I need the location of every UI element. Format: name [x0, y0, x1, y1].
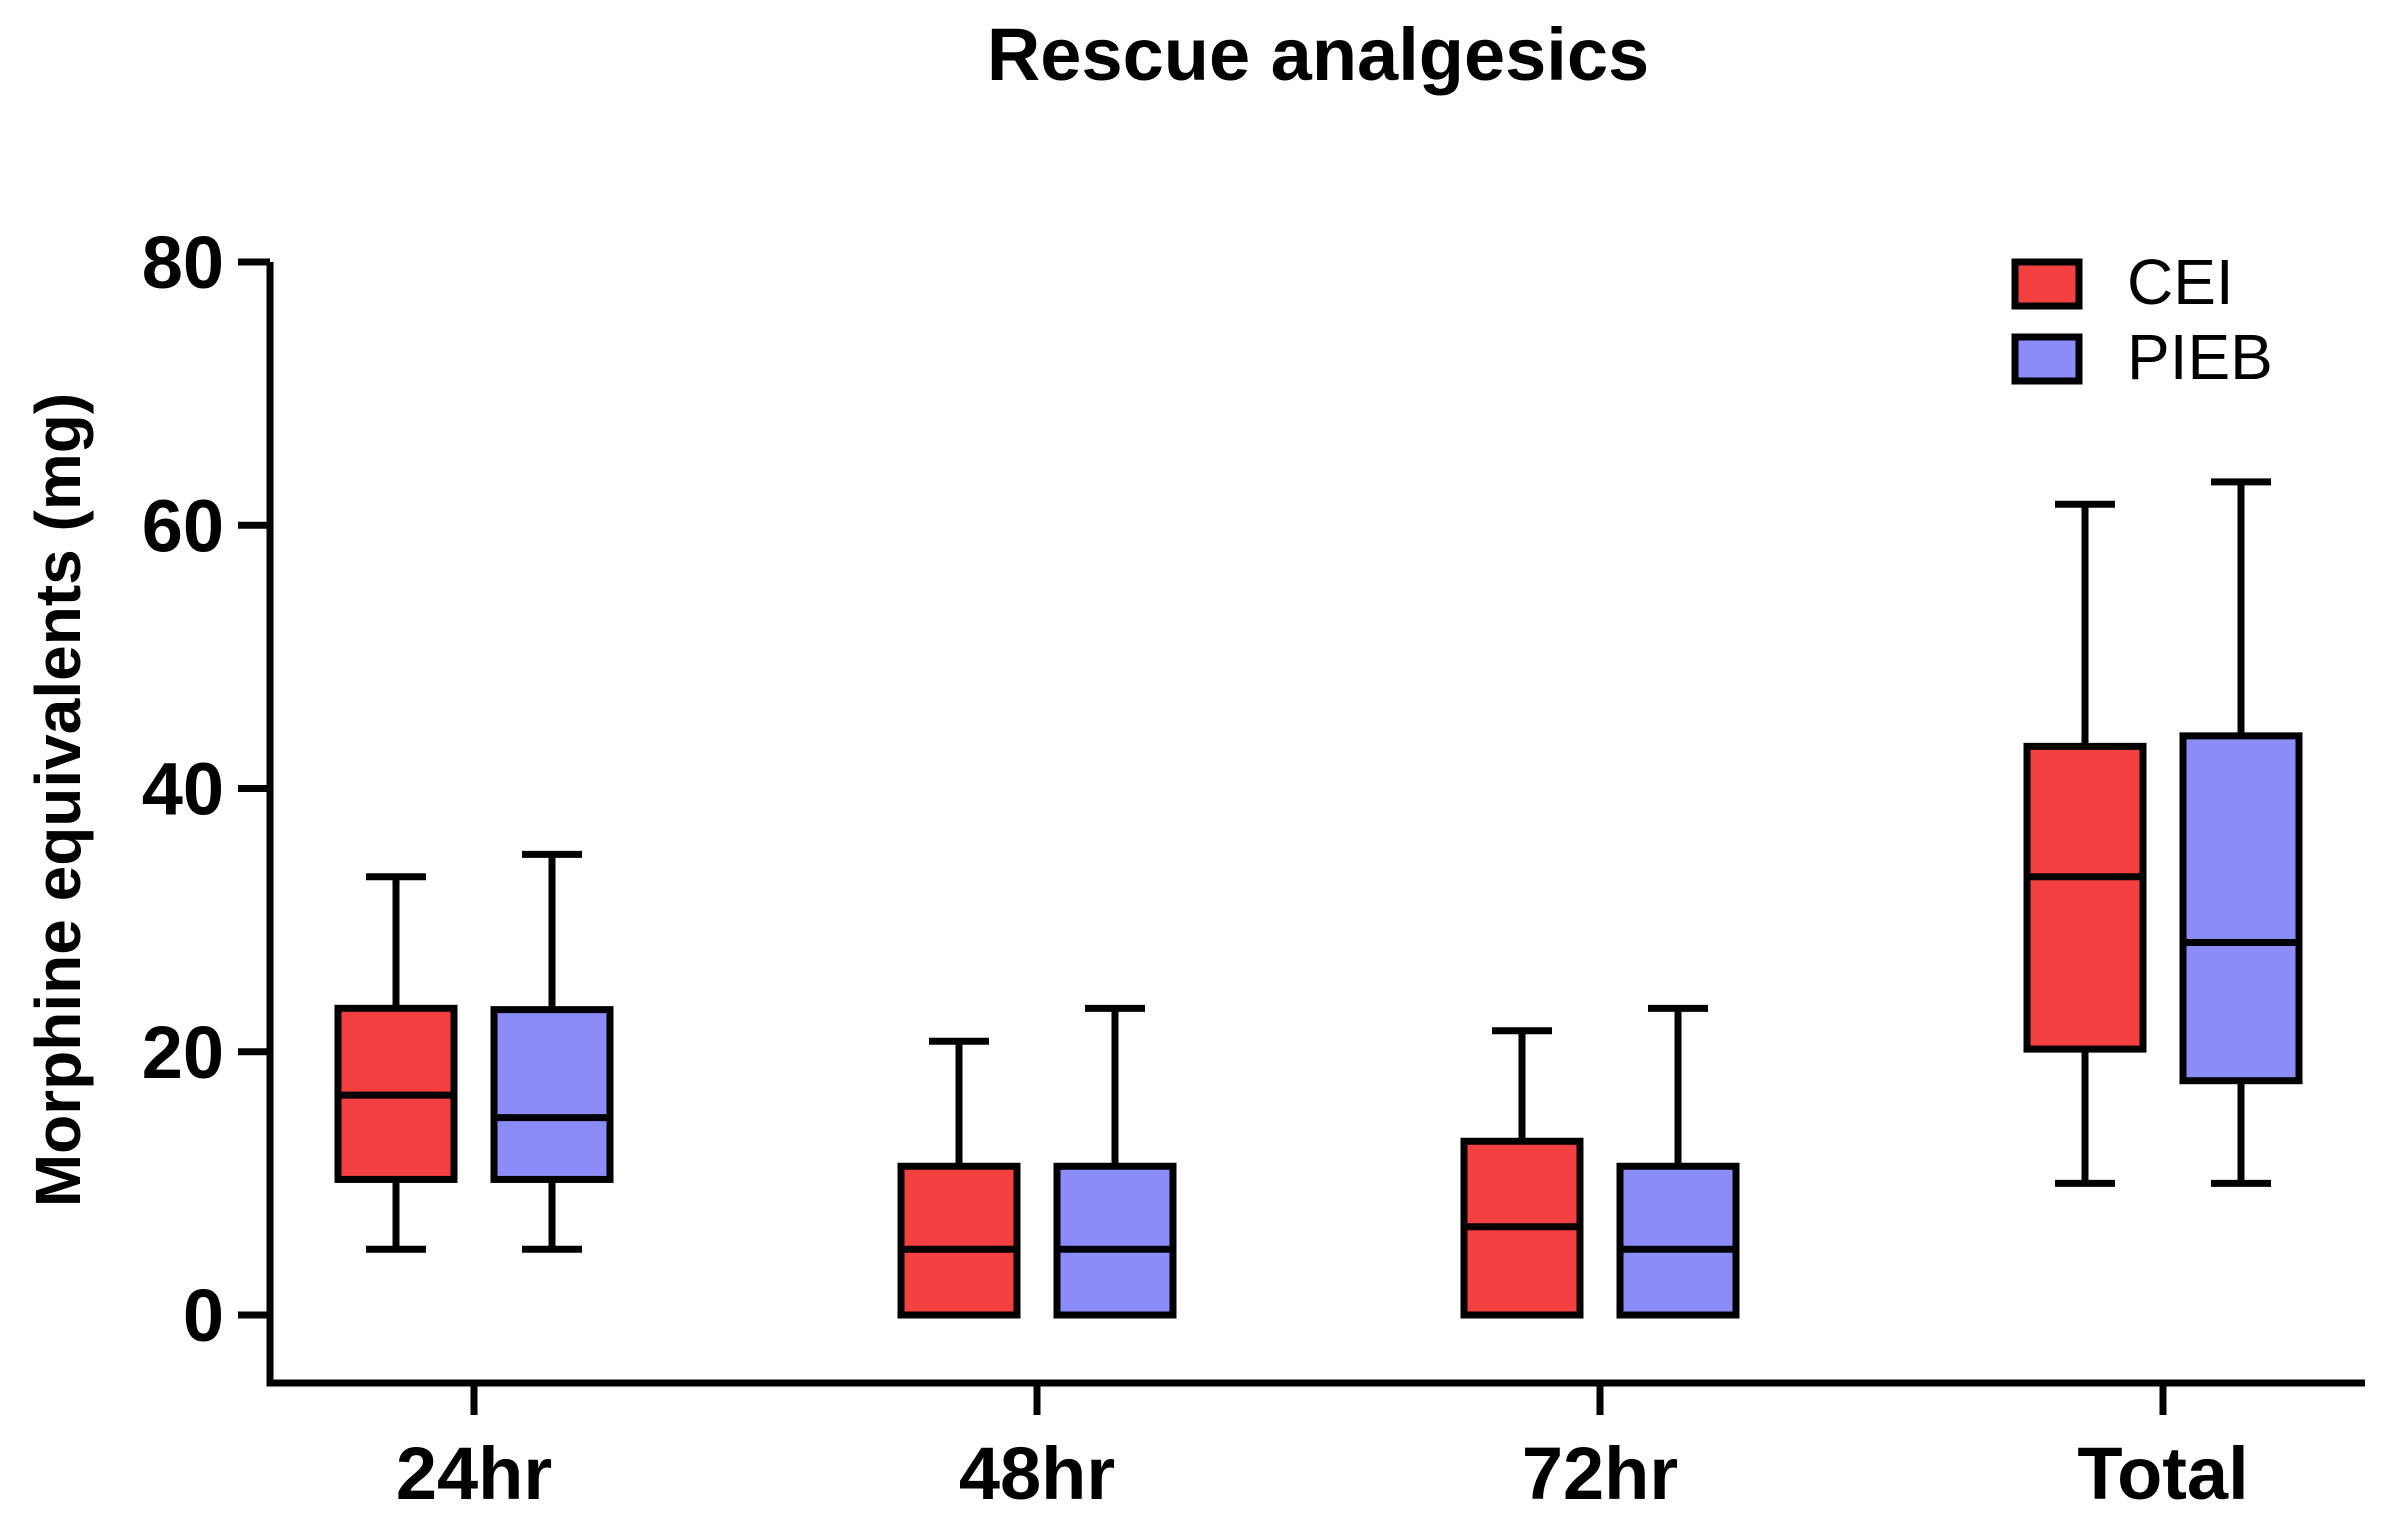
- x-tick-label: 48hr: [959, 1432, 1115, 1515]
- iqr-box: [897, 1162, 1021, 1319]
- y-tick-label: 0: [183, 1274, 224, 1357]
- box-pieb-total: [2179, 478, 2303, 1187]
- y-tick-label: 80: [142, 221, 224, 304]
- x-tick-label: Total: [2077, 1432, 2248, 1515]
- y-tick-label: 40: [142, 748, 224, 831]
- x-tick-label: 72hr: [1522, 1432, 1678, 1515]
- iqr-box: [1053, 1162, 1177, 1319]
- box-cei-72hr: [1460, 1027, 1584, 1319]
- series-cei: [334, 500, 2147, 1319]
- chart-title: Rescue analgesics: [987, 13, 1649, 96]
- box-pieb-24hr: [490, 850, 614, 1253]
- legend-label-pieb: PIEB: [2127, 321, 2273, 393]
- box-series: [334, 478, 2303, 1319]
- box-cei-total: [2023, 500, 2147, 1187]
- iqr-box: [2179, 732, 2303, 1085]
- legend-swatch-pieb: [2011, 333, 2083, 385]
- legend-label-cei: CEI: [2127, 246, 2234, 318]
- x-tick-label: 24hr: [396, 1432, 552, 1515]
- iqr-box: [1616, 1162, 1740, 1319]
- iqr-box: [2023, 742, 2147, 1053]
- axes: 0 20 40 60 80 24hr 48hr 72hr Total: [142, 221, 2365, 1515]
- y-axis-label: Morphine equivalents (mg): [22, 393, 94, 1207]
- series-pieb: [490, 478, 2303, 1319]
- box-cei-48hr: [897, 1037, 1021, 1319]
- legend-swatch-cei: [2011, 258, 2083, 310]
- y-tick-label: 60: [142, 484, 224, 567]
- box-pieb-48hr: [1053, 1004, 1177, 1319]
- box-cei-24hr: [334, 873, 458, 1253]
- box-pieb-72hr: [1616, 1004, 1740, 1319]
- iqr-box: [490, 1006, 614, 1183]
- y-tick-label: 20: [142, 1011, 224, 1094]
